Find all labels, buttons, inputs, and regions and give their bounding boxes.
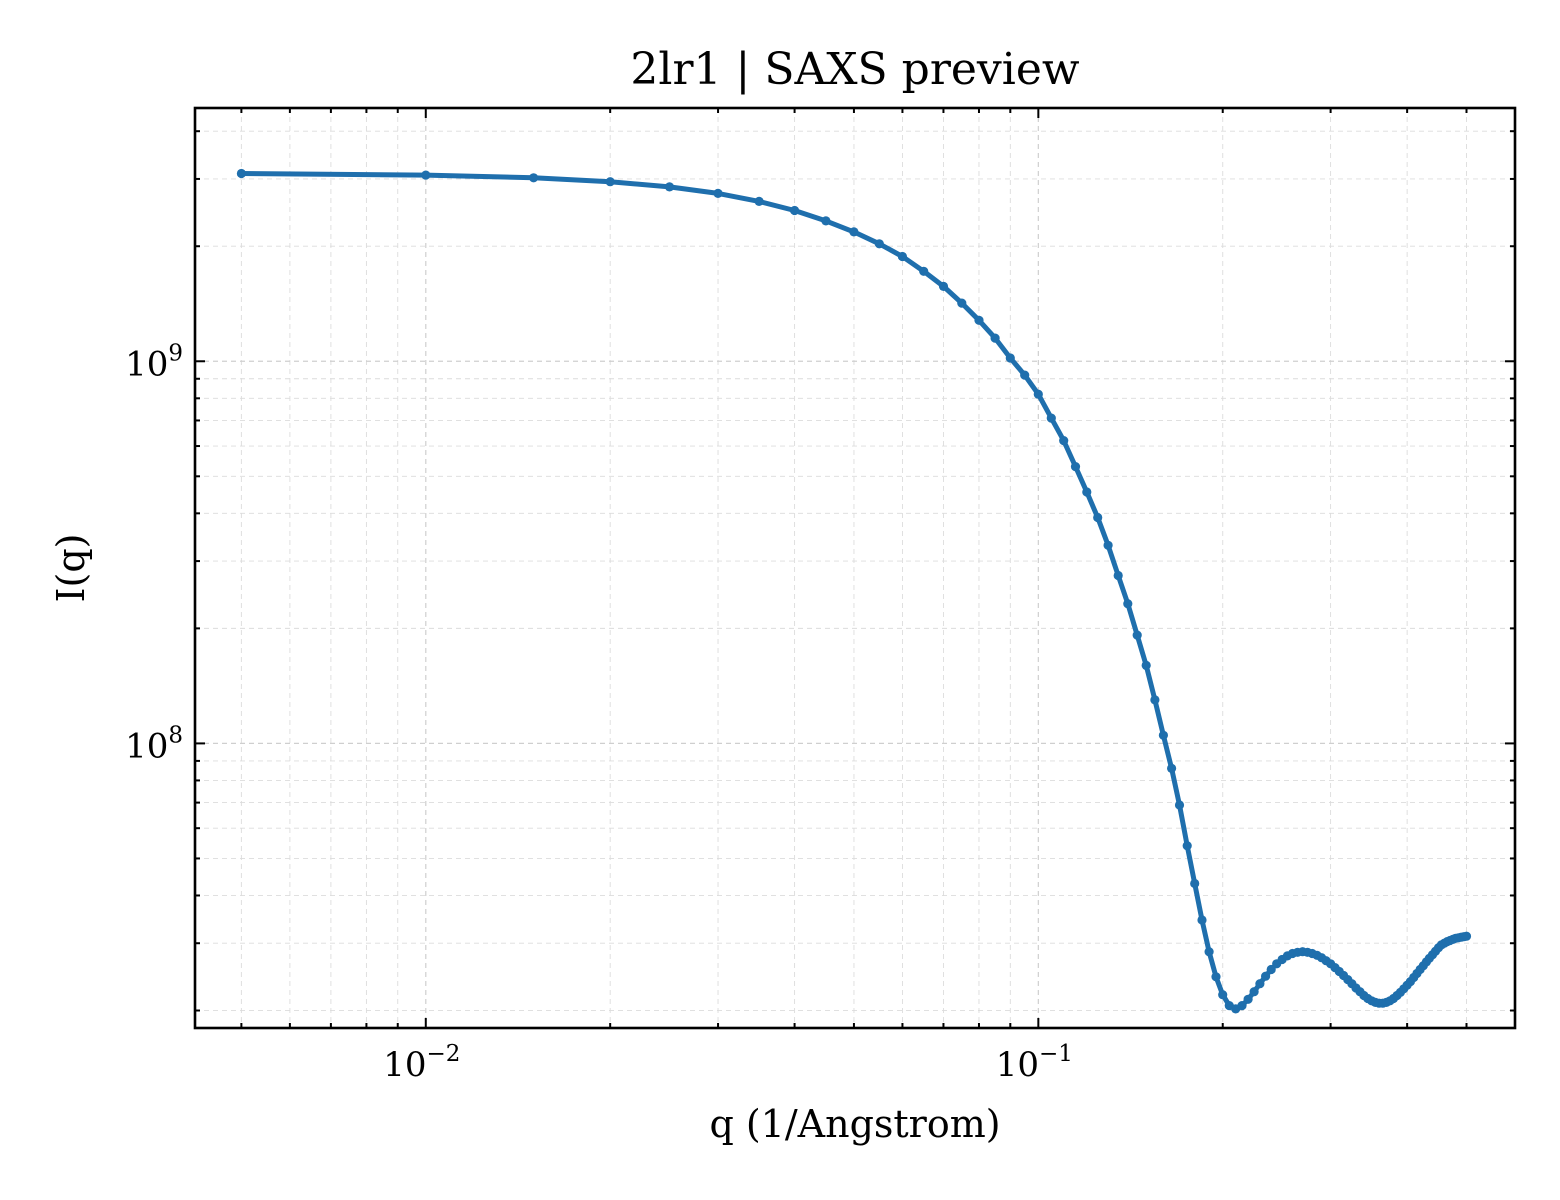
data-point bbox=[1093, 512, 1103, 523]
data-point bbox=[713, 188, 723, 198]
data-point bbox=[938, 281, 949, 291]
data-point bbox=[1082, 487, 1092, 497]
data-point bbox=[1141, 660, 1151, 671]
data-point bbox=[1204, 947, 1214, 957]
data-point bbox=[849, 227, 859, 237]
data-point bbox=[664, 182, 675, 192]
data-point bbox=[919, 266, 929, 276]
data-point bbox=[1255, 979, 1265, 989]
axis-ticks: 10−2 10−1 108 109 bbox=[125, 108, 1515, 1085]
y-tick-label: 108 bbox=[125, 722, 183, 766]
data-point bbox=[1211, 972, 1221, 982]
data-point bbox=[1249, 987, 1259, 997]
data-point bbox=[1243, 994, 1253, 1004]
data-point bbox=[1266, 964, 1276, 975]
data-point bbox=[1167, 763, 1177, 774]
data-point bbox=[1103, 540, 1113, 550]
data-point bbox=[1033, 389, 1043, 399]
data-point bbox=[974, 315, 984, 325]
data-point bbox=[236, 168, 246, 179]
data-point bbox=[821, 216, 831, 226]
data-point bbox=[1237, 1001, 1247, 1011]
data-point bbox=[874, 239, 884, 249]
data-point bbox=[1150, 695, 1160, 705]
data-point bbox=[1190, 878, 1200, 889]
data-point bbox=[1197, 915, 1207, 925]
y-axis-label: I(q) bbox=[49, 534, 93, 603]
data-point bbox=[1174, 800, 1185, 810]
grid-lines bbox=[195, 108, 1515, 1028]
x-tick-label: 10−2 bbox=[383, 1041, 460, 1085]
x-axis-label: q (1/Angstrom) bbox=[709, 1102, 1000, 1146]
data-point bbox=[957, 298, 967, 308]
x-tick-label: 10−1 bbox=[996, 1041, 1073, 1085]
data-point bbox=[990, 333, 1000, 343]
data-point bbox=[421, 170, 431, 180]
data-point bbox=[1218, 990, 1228, 1000]
data-point bbox=[1132, 630, 1142, 640]
data-point bbox=[1261, 971, 1271, 981]
data-point bbox=[754, 196, 764, 206]
data-point bbox=[1046, 413, 1056, 423]
plot-area-frame bbox=[193, 106, 1517, 1030]
data-point bbox=[1059, 436, 1069, 446]
data-point bbox=[1123, 599, 1133, 609]
data-point bbox=[1070, 462, 1081, 472]
data-point bbox=[1020, 370, 1030, 380]
chart-title: 2lr1 | SAXS preview bbox=[630, 44, 1079, 95]
data-point bbox=[1461, 931, 1472, 941]
data-point bbox=[897, 251, 908, 262]
data-point bbox=[1158, 730, 1168, 740]
data-point bbox=[605, 177, 615, 187]
y-tick-label: 109 bbox=[125, 340, 183, 384]
data-series bbox=[236, 168, 1472, 1014]
data-point bbox=[529, 173, 539, 183]
data-point bbox=[1182, 841, 1192, 851]
data-point bbox=[1113, 570, 1123, 581]
data-point bbox=[790, 205, 800, 216]
data-point bbox=[1005, 353, 1015, 363]
